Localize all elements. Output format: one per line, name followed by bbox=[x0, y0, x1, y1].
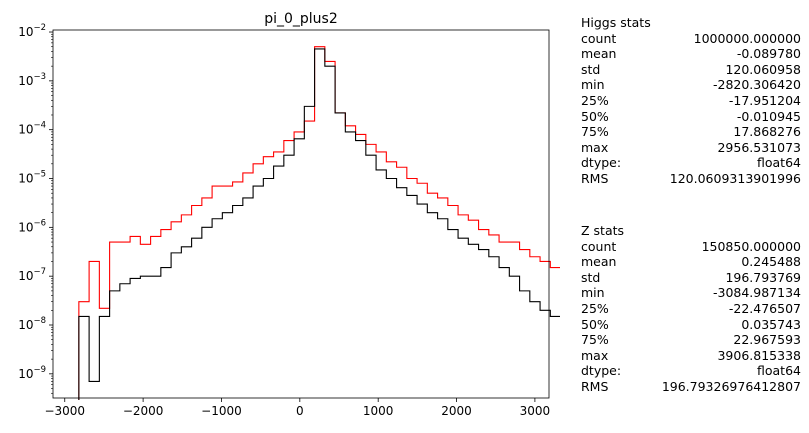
plot-frame bbox=[52, 29, 550, 399]
y-axis: 10−9 10−8 10−7 10−6 10−5 10−4 10−3 10−2 bbox=[18, 23, 53, 394]
stat-label: max bbox=[581, 347, 609, 363]
stat-label: RMS bbox=[581, 378, 609, 394]
stat-label: min bbox=[581, 285, 605, 301]
stat-row: std 120.060958 bbox=[581, 62, 801, 78]
stat-value: 1000000.000000 bbox=[693, 30, 801, 46]
stat-label: dtype: bbox=[581, 155, 622, 171]
stat-label: max bbox=[581, 139, 609, 155]
stat-row: 50% -0.010945 bbox=[581, 109, 801, 125]
z-stats-panel: Z stats count 150850.000000 mean 0.245488 st… bbox=[581, 223, 801, 395]
x-tick-label: −1000 bbox=[201, 404, 242, 418]
stat-label: std bbox=[581, 61, 601, 77]
y-tick-label: 10−7 bbox=[18, 267, 46, 283]
stat-row: count 150850.000000 bbox=[581, 239, 801, 255]
stat-value: float64 bbox=[757, 155, 801, 171]
stat-value: 0.035743 bbox=[741, 316, 801, 332]
y-tick-label: 10−6 bbox=[18, 218, 46, 234]
higgs-stats-panel: Higgs stats count 1000000.000000 mean -0.08… bbox=[581, 15, 801, 187]
stat-row: mean 0.245488 bbox=[581, 254, 801, 270]
stat-row: count 1000000.000000 bbox=[581, 31, 801, 47]
histogram-series-layer bbox=[78, 46, 560, 400]
stat-label: 25% bbox=[581, 92, 609, 108]
higgs-stats-title: Higgs stats bbox=[581, 15, 651, 30]
stat-label: min bbox=[581, 77, 605, 93]
stat-value: 196.79326976412807 bbox=[661, 378, 801, 394]
histogram-series-0 bbox=[78, 46, 560, 400]
stat-value: -0.089780 bbox=[736, 46, 801, 62]
stat-value: float64 bbox=[757, 363, 801, 379]
stat-row: dtype: float64 bbox=[581, 363, 801, 379]
stat-label: RMS bbox=[581, 170, 609, 186]
stat-row: 75% 17.868276 bbox=[581, 124, 801, 140]
stat-row: RMS 196.79326976412807 bbox=[581, 379, 801, 395]
stat-label: count bbox=[581, 30, 617, 46]
stat-label: std bbox=[581, 269, 601, 285]
x-tick-label: −2000 bbox=[123, 404, 164, 418]
stat-value: -3084.987134 bbox=[712, 285, 801, 301]
x-tick-label: 2000 bbox=[441, 404, 472, 418]
stat-row: max 2956.531073 bbox=[581, 140, 801, 156]
stat-row: 25% -22.476507 bbox=[581, 301, 801, 317]
stat-value: 0.245488 bbox=[741, 254, 801, 270]
stat-value: 17.868276 bbox=[733, 124, 801, 140]
stat-label: 50% bbox=[581, 316, 609, 332]
stat-label: mean bbox=[581, 254, 617, 270]
stat-label: mean bbox=[581, 46, 617, 62]
stat-label: count bbox=[581, 238, 617, 254]
stat-value: 120.060958 bbox=[725, 61, 801, 77]
stat-row: min -2820.306420 bbox=[581, 77, 801, 93]
stat-row: min -3084.987134 bbox=[581, 285, 801, 301]
stat-row: dtype: float64 bbox=[581, 155, 801, 171]
x-tick-label: 0 bbox=[296, 404, 304, 418]
stat-label: 75% bbox=[581, 332, 609, 348]
stat-row: std 196.793769 bbox=[581, 270, 801, 286]
stat-value: -22.476507 bbox=[728, 300, 801, 316]
stat-label: 50% bbox=[581, 108, 609, 124]
z-stats-rows: count 150850.000000 mean 0.245488 std 196.793… bbox=[581, 239, 801, 395]
higgs-stats-rows: count 1000000.000000 mean -0.089780 std 120.0… bbox=[581, 31, 801, 187]
stat-row: 50% 0.035743 bbox=[581, 317, 801, 333]
stat-value: -2820.306420 bbox=[712, 77, 801, 93]
x-axis: −3000 −2000 −1000 0 1000 2000 3000 bbox=[44, 398, 550, 418]
stat-value: 2956.531073 bbox=[717, 139, 801, 155]
stat-value: 3906.815338 bbox=[717, 347, 801, 363]
y-tick-label: 10−5 bbox=[18, 170, 46, 186]
stat-label: 25% bbox=[581, 300, 609, 316]
histogram-series-1 bbox=[78, 48, 560, 400]
z-stats-title: Z stats bbox=[581, 223, 625, 238]
stat-row: 25% -17.951204 bbox=[581, 93, 801, 109]
x-tick-label: 3000 bbox=[520, 404, 551, 418]
stat-value: 120.0609313901996 bbox=[669, 170, 801, 186]
chart-title: pi_0_plus2 bbox=[264, 11, 338, 27]
y-tick-label: 10−8 bbox=[18, 316, 46, 332]
x-tick-label: 1000 bbox=[363, 404, 394, 418]
stat-label: dtype: bbox=[581, 363, 622, 379]
stat-row: 75% 22.967593 bbox=[581, 332, 801, 348]
stat-row: mean -0.089780 bbox=[581, 46, 801, 62]
x-tick-label: −3000 bbox=[44, 404, 85, 418]
stat-value: 22.967593 bbox=[733, 332, 801, 348]
y-tick-label: 10−9 bbox=[18, 365, 46, 381]
stat-value: -17.951204 bbox=[728, 92, 801, 108]
stat-value: -0.010945 bbox=[736, 108, 801, 124]
stat-value: 196.793769 bbox=[725, 269, 801, 285]
stat-row: max 3906.815338 bbox=[581, 348, 801, 364]
stat-label: 75% bbox=[581, 124, 609, 140]
y-tick-label: 10−2 bbox=[18, 23, 46, 39]
y-tick-label: 10−3 bbox=[18, 72, 46, 88]
histogram-chart: pi_0_plus2 −3000 −2000 −1000 0 1000 2000 3000 … bbox=[18, 11, 560, 418]
stat-row: RMS 120.0609313901996 bbox=[581, 171, 801, 187]
stat-value: 150850.000000 bbox=[701, 238, 801, 254]
y-tick-label: 10−4 bbox=[18, 121, 46, 137]
